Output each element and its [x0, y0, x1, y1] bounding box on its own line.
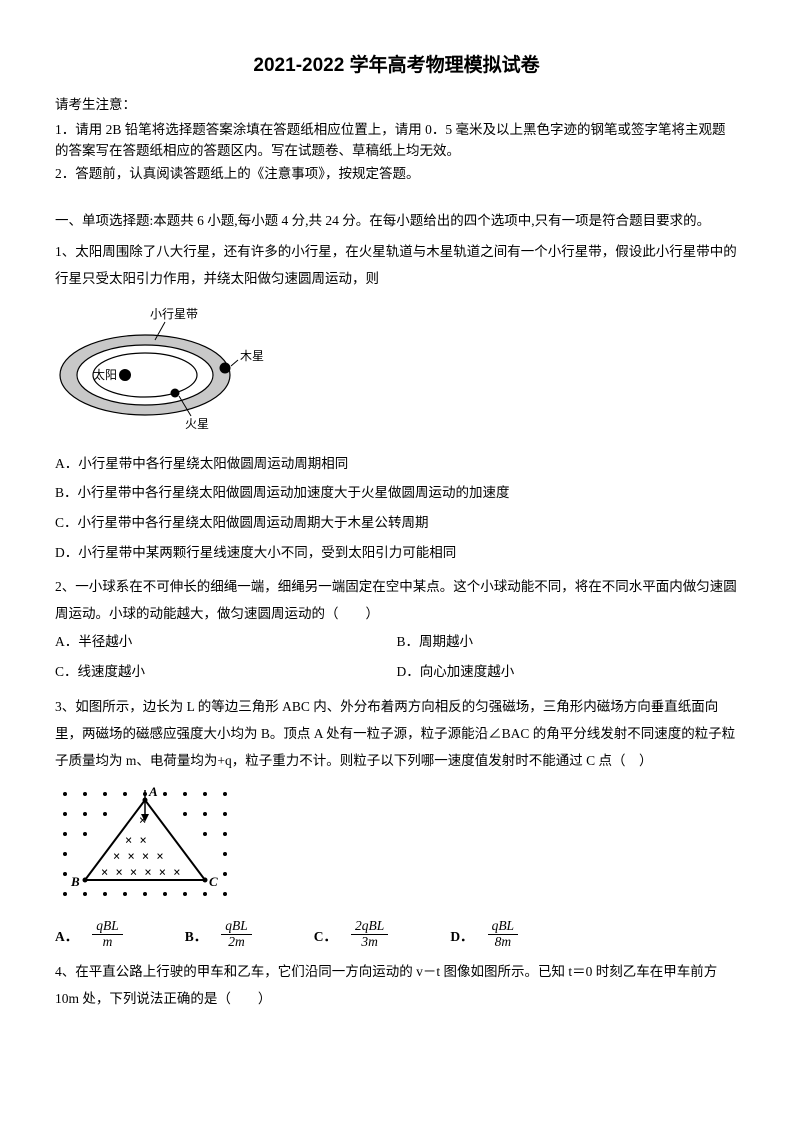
q1-diagram: 太阳 小行星带 木星 火星 [55, 300, 738, 439]
svg-text:× × × ×: × × × × [113, 849, 164, 863]
question-2: 2、一小球系在不可伸长的细绳一端，细绳另一端固定在空中某点。这个小球动能不同，将… [55, 573, 738, 686]
q1-text: 1、太阳周围除了八大行星，还有许多的小行星，在火星轨道与木星轨道之间有一个小行星… [55, 238, 738, 292]
q1-option-a: A．小行星带中各行星绕太阳做圆周运动周期相同 [55, 449, 738, 479]
q3-text: 3、如图所示，边长为 L 的等边三角形 ABC 内、外分布着两方向相反的匀强磁场… [55, 693, 738, 774]
svg-text:× × × × × ×: × × × × × × [101, 865, 180, 879]
svg-text:× ×: × × [125, 833, 147, 847]
svg-text:A: A [148, 784, 158, 799]
q1-option-c: C．小行星带中各行星绕太阳做圆周运动周期大于木星公转周期 [55, 508, 738, 538]
q3-d-den: 8m [488, 935, 519, 950]
svg-text:B: B [70, 874, 80, 889]
q2-option-d: D．向心加速度越小 [397, 657, 739, 687]
notice-line-1: 1．请用 2B 铅笔将选择题答案涂填在答题纸相应位置上，请用 0．5 毫米及以上… [55, 120, 738, 162]
question-1: 1、太阳周围除了八大行星，还有许多的小行星，在火星轨道与木星轨道之间有一个小行星… [55, 238, 738, 568]
label-sun: 太阳 [93, 367, 117, 382]
question-4: 4、在平直公路上行驶的甲车和乙车，它们沿同一方向运动的 v－t 图像如图所示。已… [55, 958, 738, 1012]
q2-text: 2、一小球系在不可伸长的细绳一端，细绳另一端固定在空中某点。这个小球动能不同，将… [55, 573, 738, 627]
q3-c-label: C． [314, 923, 337, 950]
notice-header: 请考生注意： [55, 95, 738, 116]
exam-title: 2021-2022 学年高考物理模拟试卷 [55, 50, 738, 77]
q3-c-num: 2qBL [351, 919, 388, 935]
q3-option-a: A． qBL m [55, 921, 125, 952]
q3-option-c: C． 2qBL 3m [314, 921, 391, 952]
q3-options: A． qBL m B． qBL 2m C． 2qBL 3m D． qBL 8m [55, 921, 738, 952]
q4-text: 4、在平直公路上行驶的甲车和乙车，它们沿同一方向运动的 v－t 图像如图所示。已… [55, 958, 738, 1012]
label-mars: 火星 [185, 417, 209, 430]
q3-option-b: B． qBL 2m [185, 921, 254, 952]
q2-option-c: C．线速度越小 [55, 657, 397, 687]
svg-text:C: C [209, 874, 218, 889]
q3-b-label: B． [185, 923, 208, 950]
q3-diagram: × × × × × × × × × × × × × A B C [55, 782, 738, 911]
q3-c-den: 3m [351, 935, 388, 950]
q3-b-den: 2m [221, 935, 252, 950]
notice-line-2: 2．答题前，认真阅读答题纸上的《注意事项》，按规定答题。 [55, 164, 738, 185]
q3-a-num: qBL [92, 919, 123, 935]
q2-option-a: A．半径越小 [55, 627, 397, 657]
q3-a-den: m [92, 935, 123, 950]
section-1-header: 一、单项选择题:本题共 6 小题,每小题 4 分,共 24 分。在每小题给出的四… [55, 207, 738, 234]
q3-d-label: D． [450, 923, 473, 950]
q3-d-num: qBL [488, 919, 519, 935]
q3-b-num: qBL [221, 919, 252, 935]
q3-a-label: A． [55, 923, 78, 950]
q2-option-b: B．周期越小 [397, 627, 739, 657]
q1-option-d: D．小行星带中某两颗行星线速度大小不同，受到太阳引力可能相同 [55, 538, 738, 568]
label-jupiter: 木星 [240, 349, 264, 363]
label-belt: 小行星带 [150, 307, 198, 321]
q1-option-b: B．小行星带中各行星绕太阳做圆周运动加速度大于火星做圆周运动的加速度 [55, 478, 738, 508]
question-3: 3、如图所示，边长为 L 的等边三角形 ABC 内、外分布着两方向相反的匀强磁场… [55, 693, 738, 952]
q3-option-d: D． qBL 8m [450, 921, 520, 952]
